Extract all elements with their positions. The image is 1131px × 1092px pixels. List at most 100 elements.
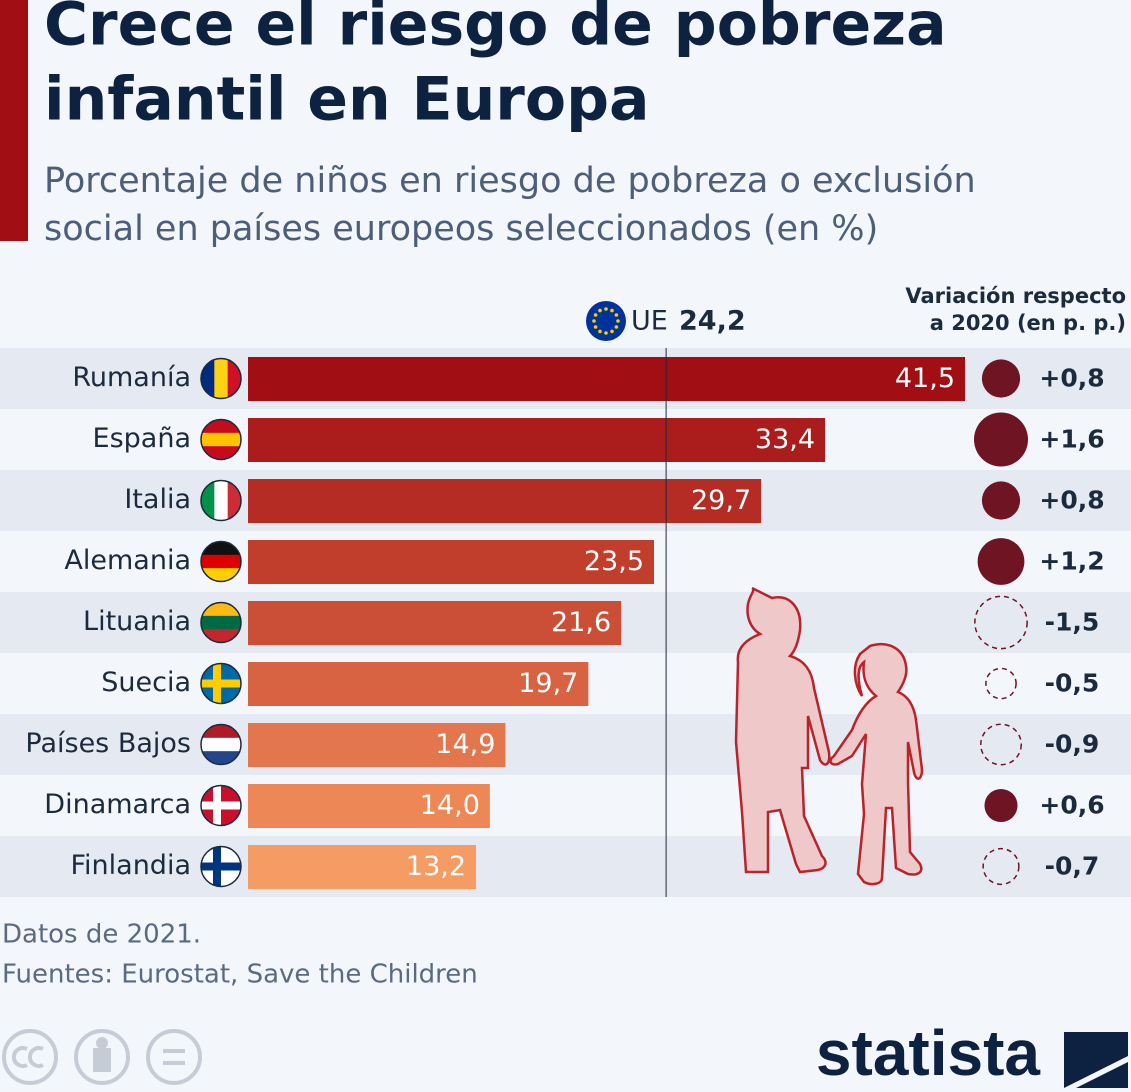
license-icons xyxy=(2,1029,202,1085)
eu-star xyxy=(593,325,598,329)
flag-border xyxy=(200,784,242,827)
value-label: 29,7 xyxy=(691,485,751,516)
value-label: 19,7 xyxy=(518,668,578,699)
category-label: Rumanía xyxy=(72,362,191,393)
flag-border xyxy=(200,540,242,583)
variation-circle xyxy=(974,412,1028,467)
eu-flag xyxy=(586,301,626,341)
chart-subtitle: social en países europeos seleccionados … xyxy=(44,209,878,249)
flag-cross xyxy=(213,663,221,704)
flag-border xyxy=(200,357,242,400)
flag-cross xyxy=(213,785,221,826)
variation-circle xyxy=(977,538,1025,585)
flag-stripe xyxy=(201,554,241,569)
eu-star xyxy=(616,319,620,323)
flag-border xyxy=(200,723,242,766)
variation-circle xyxy=(982,847,1020,886)
eu-star xyxy=(614,325,619,329)
children-illustration xyxy=(734,586,924,886)
category-label: Finlandia xyxy=(70,850,191,881)
flag-stripe xyxy=(214,358,229,399)
flag xyxy=(201,663,241,704)
source: Fuentes: Eurostat, Save the Children xyxy=(2,960,478,990)
eu-star xyxy=(593,313,598,317)
eu-star xyxy=(610,329,614,334)
chart-subtitle: Porcentaje de niños en riesgo de pobreza… xyxy=(44,161,976,201)
variation-title: Variación respecto xyxy=(905,284,1126,308)
eu-star xyxy=(604,331,608,335)
flag-border xyxy=(200,601,242,644)
variation-label: +0,8 xyxy=(1039,364,1104,393)
eu-star xyxy=(592,319,596,323)
variation-title: a 2020 (en p. p.) xyxy=(930,311,1126,335)
category-label: Lituania xyxy=(83,606,191,637)
flag-cross xyxy=(213,846,221,887)
note: Datos de 2021. xyxy=(2,920,201,950)
variation-circle xyxy=(981,481,1021,520)
chart-title: infantil en Europa xyxy=(44,65,650,135)
flag-border xyxy=(200,418,242,461)
category-label: Suecia xyxy=(101,667,191,698)
variation-circle xyxy=(974,595,1028,650)
row-band xyxy=(0,836,1131,897)
row-band xyxy=(0,775,1131,836)
category-label: Países Bajos xyxy=(25,728,191,759)
flag-stripe xyxy=(201,737,241,752)
variation-circle xyxy=(984,788,1018,823)
flag-stripe xyxy=(201,615,241,630)
eu-star xyxy=(614,313,619,317)
bar xyxy=(248,601,622,645)
variation-label: -1,5 xyxy=(1045,608,1100,637)
category-label: Alemania xyxy=(64,545,191,576)
variation-label: +0,6 xyxy=(1039,791,1104,820)
value-label: 14,9 xyxy=(435,729,495,760)
variation-circle xyxy=(985,667,1017,700)
variation-label: +0,8 xyxy=(1039,486,1104,515)
variation-label: -0,9 xyxy=(1045,730,1100,759)
variation-label: -0,7 xyxy=(1045,852,1100,881)
category-label: Dinamarca xyxy=(44,789,191,820)
value-label: 23,5 xyxy=(584,546,644,577)
flag-stripe xyxy=(201,432,241,447)
logo-mark xyxy=(1064,1032,1128,1088)
bar xyxy=(248,357,965,401)
flag xyxy=(201,785,241,826)
flag-stripe xyxy=(214,480,229,521)
bar xyxy=(248,784,490,828)
bar xyxy=(248,418,826,462)
flag-border xyxy=(200,662,242,705)
variation-label: +1,6 xyxy=(1039,425,1104,454)
eu-star xyxy=(598,329,602,334)
variation-label: -0,5 xyxy=(1045,669,1100,698)
logo: statista xyxy=(816,1017,1041,1089)
bar xyxy=(248,845,477,889)
bar xyxy=(248,540,655,584)
row-band xyxy=(0,714,1131,775)
variation-circle xyxy=(981,359,1021,398)
flag-border xyxy=(200,479,242,522)
variation-label: +1,2 xyxy=(1039,547,1104,576)
bar xyxy=(248,662,589,706)
value-label: 13,2 xyxy=(406,851,466,882)
accent-bar xyxy=(0,0,28,241)
eu-star xyxy=(598,308,602,313)
value-label: 21,6 xyxy=(551,607,611,638)
bar xyxy=(248,479,762,523)
chart-title: Crece el riesgo de pobreza xyxy=(44,0,947,60)
rows: Rumanía 41,5 +0,8 España 33,4 +1,6 Italia 29,7 +… xyxy=(0,301,1131,897)
reference-label: UE xyxy=(631,306,668,337)
category-label: Italia xyxy=(124,484,191,515)
value-label: 33,4 xyxy=(755,424,815,455)
eu-star xyxy=(604,307,608,311)
value-label: 14,0 xyxy=(420,790,480,821)
flag xyxy=(201,846,241,887)
category-label: España xyxy=(93,423,191,454)
flag-border xyxy=(200,845,242,888)
variation-circle xyxy=(980,723,1022,766)
value-label: 41,5 xyxy=(895,363,955,394)
eu-star xyxy=(610,308,614,313)
reference-value: 24,2 xyxy=(679,306,746,337)
bar xyxy=(248,723,506,767)
